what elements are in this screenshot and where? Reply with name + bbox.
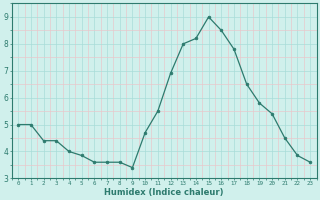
X-axis label: Humidex (Indice chaleur): Humidex (Indice chaleur) (104, 188, 224, 197)
